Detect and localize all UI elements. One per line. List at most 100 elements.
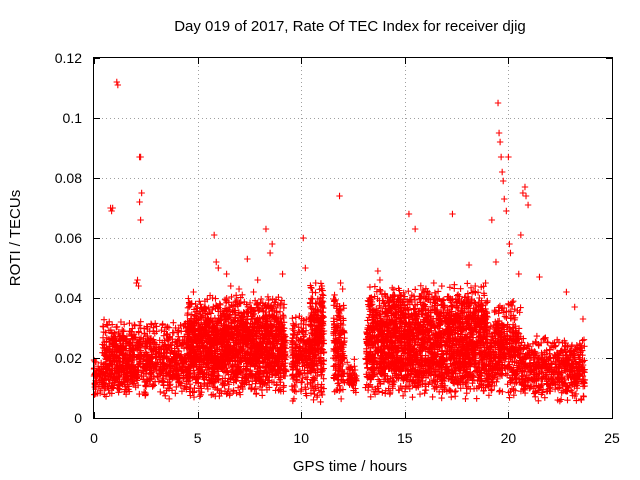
- data-point: [111, 340, 118, 348]
- data-point: [289, 315, 296, 322]
- data-point: [131, 321, 138, 329]
- data-point: [110, 384, 117, 392]
- data-point: [116, 333, 124, 340]
- data-point: [99, 363, 107, 370]
- data-point: [341, 334, 348, 342]
- data-point: [120, 321, 128, 328]
- data-point: [100, 323, 107, 331]
- data-point: [337, 395, 345, 403]
- data-point: [104, 322, 111, 329]
- data-point: [114, 363, 121, 370]
- data-point: [438, 394, 445, 402]
- data-point: [115, 385, 123, 392]
- data-point: [448, 393, 455, 401]
- data-point: [462, 395, 469, 402]
- data-point: [207, 310, 215, 317]
- data-point: [132, 364, 139, 371]
- data-point: [101, 345, 108, 352]
- data-point: [421, 389, 428, 397]
- data-point: [187, 392, 194, 399]
- data-point: [275, 387, 282, 394]
- data-point: [133, 375, 140, 382]
- data-point: [101, 339, 108, 346]
- data-point: [106, 380, 113, 387]
- data-point: [105, 327, 113, 334]
- data-point: [112, 334, 119, 342]
- data-point: [257, 295, 265, 303]
- data-point: [299, 374, 306, 382]
- data-point: [108, 321, 116, 328]
- data-point: [123, 369, 131, 376]
- data-point: [150, 382, 158, 389]
- data-point: [121, 335, 128, 343]
- data-point: [124, 350, 132, 358]
- data-point: [409, 393, 416, 401]
- data-point: [317, 398, 324, 406]
- data-points: [90, 78, 589, 406]
- data-point: [102, 393, 110, 400]
- data-point: [165, 324, 173, 331]
- data-point: [126, 319, 133, 327]
- data-point: [100, 316, 108, 323]
- data-point: [129, 336, 137, 344]
- data-point: [103, 321, 110, 328]
- data-point: [112, 344, 120, 352]
- data-point: [422, 386, 429, 394]
- data-point: [172, 390, 179, 397]
- data-point: [120, 328, 127, 335]
- data-point: [136, 390, 143, 398]
- data-point: [91, 391, 98, 398]
- data-point: [137, 318, 144, 325]
- data-point: [351, 356, 358, 363]
- data-point: [108, 370, 116, 378]
- data-point: [108, 367, 115, 375]
- data-point: [463, 385, 470, 392]
- data-point: [416, 390, 424, 398]
- data-point: [292, 314, 300, 321]
- data-point: [120, 357, 128, 365]
- data-point: [135, 328, 142, 335]
- data-point: [128, 330, 135, 338]
- data-point: [310, 396, 317, 404]
- data-point: [97, 387, 104, 395]
- data-point: [96, 366, 104, 373]
- data-point: [113, 324, 120, 331]
- data-point: [106, 339, 114, 346]
- data-point: [119, 346, 126, 353]
- data-point: [126, 339, 134, 347]
- data-point: [173, 383, 180, 391]
- data-point: [108, 390, 115, 397]
- data-point: [473, 395, 480, 402]
- data-point: [126, 345, 133, 352]
- data-point: [102, 380, 110, 388]
- data-point: [190, 389, 198, 396]
- data-point: [112, 376, 119, 383]
- data-point: [159, 320, 166, 328]
- chart-title: Day 019 of 2017, Rate Of TEC Index for r…: [174, 18, 526, 35]
- data-point: [122, 336, 129, 343]
- data-point: [331, 291, 338, 299]
- data-point: [170, 319, 177, 326]
- data-point: [128, 376, 136, 383]
- data-point: [405, 288, 412, 295]
- data-point: [103, 365, 110, 372]
- data-point: [107, 355, 114, 362]
- data-point: [127, 370, 135, 378]
- data-point: [123, 386, 131, 393]
- data-point: [157, 388, 164, 396]
- data-point: [158, 326, 165, 334]
- data-point: [119, 326, 126, 334]
- data-point: [132, 383, 139, 391]
- data-point: [122, 383, 130, 390]
- data-point: [104, 345, 111, 353]
- data-point: [90, 356, 98, 364]
- data-point: [175, 333, 182, 340]
- data-point: [136, 348, 144, 356]
- data-point: [429, 393, 436, 401]
- data-point: [166, 395, 173, 403]
- data-point: [309, 289, 316, 296]
- data-point: [386, 390, 394, 398]
- data-point: [116, 351, 123, 359]
- data-point: [131, 380, 138, 387]
